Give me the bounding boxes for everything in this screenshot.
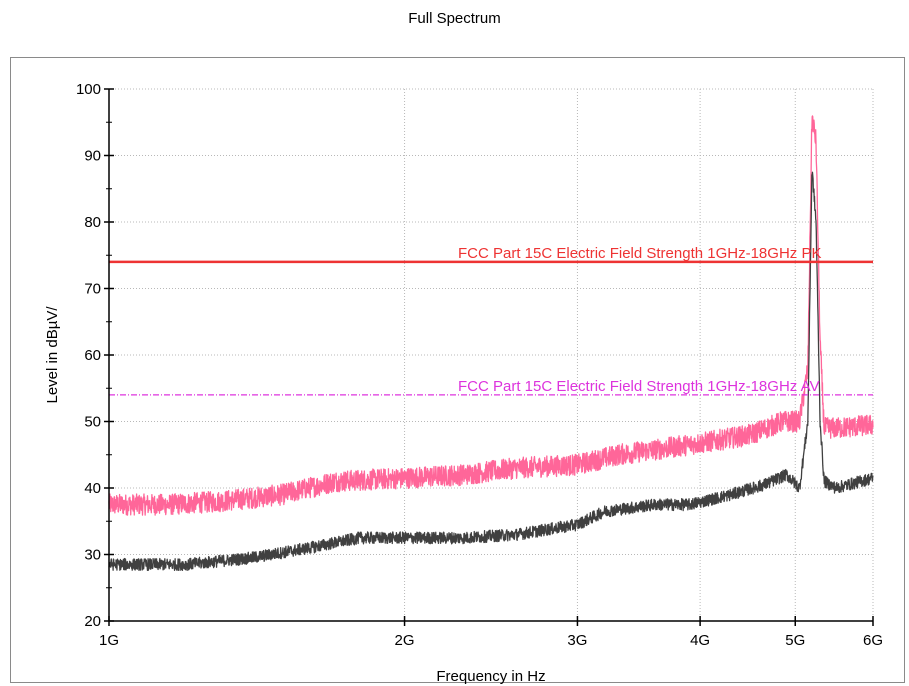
x-tick-label: 2G bbox=[395, 632, 415, 649]
y-tick-label: 40 bbox=[84, 480, 101, 497]
grid bbox=[109, 88, 874, 621]
chart-title: Full Spectrum bbox=[408, 10, 501, 27]
series-layer bbox=[108, 115, 874, 572]
y-tick-label: 70 bbox=[84, 281, 101, 298]
series-line-0 bbox=[108, 115, 874, 516]
x-tick-label: 6G bbox=[863, 632, 883, 649]
x-tick-label: 5G bbox=[785, 632, 805, 649]
limit-label: FCC Part 15C Electric Field Strength 1GH… bbox=[458, 245, 821, 262]
x-axis-label: Frequency in Hz bbox=[436, 668, 545, 685]
chart-frame bbox=[10, 57, 905, 683]
y-tick-label: 80 bbox=[84, 214, 101, 231]
y-tick-label: 20 bbox=[84, 613, 101, 630]
limit-label: FCC Part 15C Electric Field Strength 1GH… bbox=[458, 378, 820, 395]
ticks: 20 30 40 50 60 70 80 90 100 1G 2G 3G 4G 5G 6G bbox=[76, 81, 883, 649]
y-tick-label: 60 bbox=[84, 347, 101, 364]
y-tick-label: 90 bbox=[84, 148, 101, 165]
y-tick-label: 100 bbox=[76, 81, 101, 98]
x-tick-label: 4G bbox=[690, 632, 710, 649]
y-tick-label: 50 bbox=[84, 414, 101, 431]
y-axis-label: Level in dBµV/ bbox=[44, 306, 61, 404]
x-tick-label: 1G bbox=[99, 632, 119, 649]
limit-lines: FCC Part 15C Electric Field Strength 1GH… bbox=[109, 245, 873, 396]
series-line-1 bbox=[108, 171, 874, 572]
y-tick-label: 30 bbox=[84, 547, 101, 564]
x-tick-label: 3G bbox=[567, 632, 587, 649]
